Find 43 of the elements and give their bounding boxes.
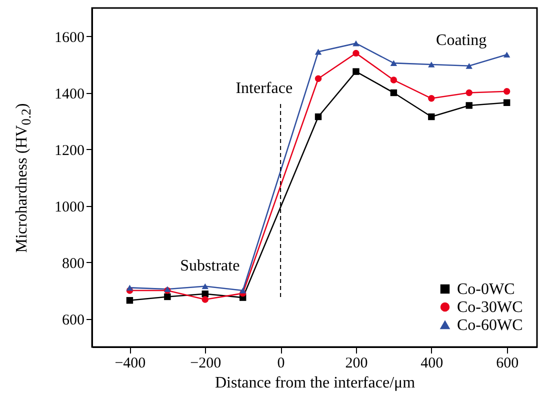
point <box>390 76 398 84</box>
y-tick-label: 800 <box>62 256 84 272</box>
point <box>352 68 360 75</box>
point <box>390 60 398 66</box>
point <box>503 52 510 58</box>
annotation: Coating <box>436 32 487 49</box>
point <box>314 48 322 55</box>
point <box>466 102 472 109</box>
x-tick-label: −400 <box>114 356 146 372</box>
x-tick-label: 200 <box>345 356 368 372</box>
x-tick-label: 600 <box>496 356 519 372</box>
y-tick-label: 1000 <box>54 199 84 216</box>
x-axis-title: Distance from the interface/μm <box>214 374 416 392</box>
point <box>126 297 134 304</box>
point <box>466 63 472 69</box>
y-tick-label: 1600 <box>54 30 84 46</box>
point <box>352 40 360 46</box>
point <box>164 293 171 300</box>
legend-label: Co-60WC <box>457 317 523 334</box>
point <box>428 113 435 120</box>
point <box>314 75 322 82</box>
point <box>466 89 472 96</box>
point <box>390 89 398 96</box>
legend-label: Co-30WC <box>457 299 523 316</box>
point <box>314 113 322 120</box>
point <box>428 62 435 68</box>
x-tick-label: 400 <box>420 356 444 372</box>
y-tick-label: 1400 <box>54 86 84 102</box>
point <box>503 99 510 106</box>
point <box>428 95 435 102</box>
x-tick-label: 0 <box>277 356 285 372</box>
point <box>352 50 360 57</box>
point <box>503 88 510 95</box>
point <box>202 283 208 290</box>
annotation: Substrate <box>180 258 240 275</box>
point <box>126 284 134 291</box>
legend-label: Co-0WC <box>457 281 515 298</box>
y-tick-label: 1200 <box>54 142 84 159</box>
ref-line-label: Interface <box>236 80 293 97</box>
y-tick-label: 600 <box>62 312 84 328</box>
point <box>239 288 246 294</box>
x-tick-label: −200 <box>190 356 222 372</box>
point <box>202 296 208 303</box>
